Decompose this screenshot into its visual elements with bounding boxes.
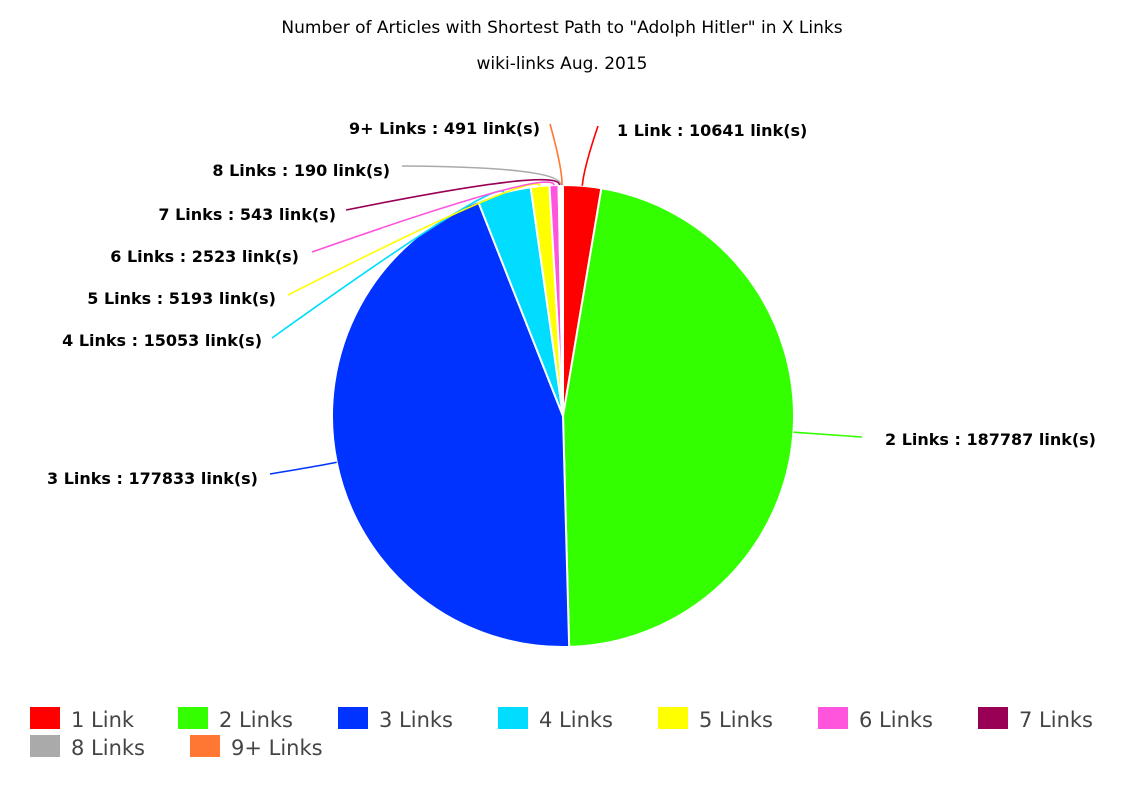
legend-label: 3 Links xyxy=(379,708,453,732)
connector-1-link xyxy=(582,126,598,186)
slice-label-3-links: 3 Links : 177833 link(s) xyxy=(47,469,258,488)
legend-item-3-links[interactable]: 3 Links xyxy=(338,707,453,732)
slice-label-8-links: 8 Links : 190 link(s) xyxy=(212,161,390,180)
legend-swatch xyxy=(658,707,688,729)
slice-label-2-links: 2 Links : 187787 link(s) xyxy=(885,430,1096,449)
slice-label-5-links: 5 Links : 5193 link(s) xyxy=(87,289,276,308)
connector-9plus-links xyxy=(550,124,562,185)
legend-swatch xyxy=(30,707,60,729)
slice-label-7-links: 7 Links : 543 link(s) xyxy=(158,205,336,224)
legend-label: 1 Link xyxy=(71,708,135,732)
pie-slice-2-links xyxy=(563,188,794,647)
legend-item-1-link[interactable]: 1 Link xyxy=(30,707,135,732)
connector-2-links xyxy=(793,432,862,437)
legend-label: 2 Links xyxy=(219,708,293,732)
slice-label-4-links: 4 Links : 15053 link(s) xyxy=(62,331,262,350)
legend-label: 8 Links xyxy=(71,736,145,760)
legend-item-6-links[interactable]: 6 Links xyxy=(818,707,933,732)
legend: 1 Link 2 Links 3 Links 4 Links 5 Links 6 Link… xyxy=(30,707,1093,760)
pie-slices xyxy=(332,185,794,647)
legend-item-8-links[interactable]: 8 Links xyxy=(30,735,145,760)
legend-swatch xyxy=(338,707,368,729)
legend-swatch xyxy=(178,707,208,729)
legend-item-4-links[interactable]: 4 Links xyxy=(498,707,613,732)
legend-item-7-links[interactable]: 7 Links xyxy=(978,707,1093,732)
legend-swatch xyxy=(498,707,528,729)
legend-label: 7 Links xyxy=(1019,708,1093,732)
slice-label-9plus-links: 9+ Links : 491 link(s) xyxy=(349,119,540,138)
legend-label: 5 Links xyxy=(699,708,773,732)
legend-swatch xyxy=(978,707,1008,729)
chart-title: Number of Articles with Shortest Path to… xyxy=(281,18,842,38)
legend-item-5-links[interactable]: 5 Links xyxy=(658,707,773,732)
legend-item-2-links[interactable]: 2 Links xyxy=(178,707,293,732)
connector-3-links xyxy=(270,462,337,474)
slice-label-6-links: 6 Links : 2523 link(s) xyxy=(110,247,299,266)
legend-label: 9+ Links xyxy=(231,736,323,760)
legend-swatch xyxy=(190,735,220,757)
legend-label: 4 Links xyxy=(539,708,613,732)
slice-label-1-link: 1 Link : 10641 link(s) xyxy=(617,121,807,140)
legend-label: 6 Links xyxy=(859,708,933,732)
legend-swatch xyxy=(30,735,60,757)
legend-swatch xyxy=(818,707,848,729)
legend-item-9plus-links[interactable]: 9+ Links xyxy=(190,735,323,760)
chart-subtitle: wiki-links Aug. 2015 xyxy=(477,54,648,74)
